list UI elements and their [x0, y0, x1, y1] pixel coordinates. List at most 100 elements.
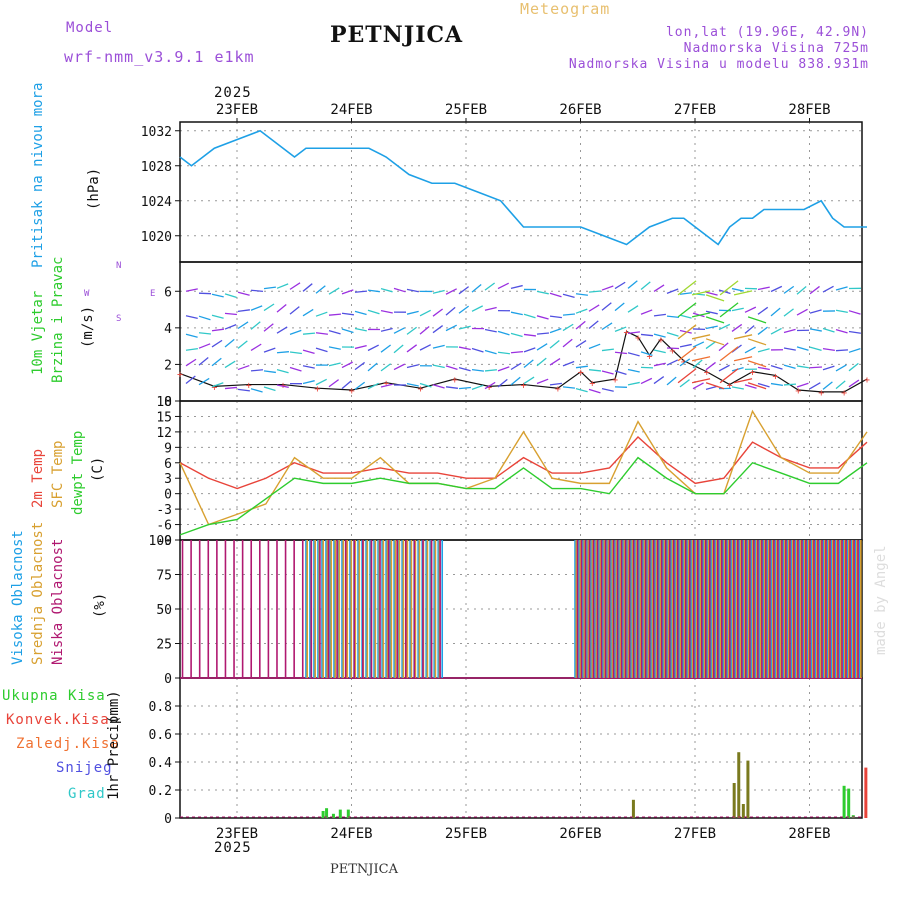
- wind-arrow: [341, 289, 354, 295]
- wind-marker: +: [669, 346, 675, 357]
- wind-arrow: [575, 388, 588, 393]
- wind-arrow: [770, 285, 783, 293]
- wind-arrow: [691, 356, 711, 362]
- wind-arrow: [614, 326, 627, 333]
- wind-arrow: [562, 313, 576, 316]
- wind-arrow: [809, 309, 822, 314]
- wind-arrow: [705, 361, 716, 371]
- wind-arrow: [809, 328, 822, 332]
- precip-bar: [331, 813, 335, 818]
- wind-arrow: [276, 303, 287, 313]
- wind-arrow: [733, 334, 753, 340]
- wind-arrow: [484, 306, 497, 311]
- wind-arrow: [719, 280, 739, 296]
- wind-arrow: [367, 289, 380, 293]
- wind-marker: +: [864, 375, 870, 386]
- ytick-label: 12: [156, 426, 172, 441]
- wind-arrow: [835, 380, 846, 390]
- panel-frame: [179, 677, 863, 819]
- wind-arrow: [562, 293, 575, 299]
- lonlat-label: lon,lat (19.96E, 42.9N): [665, 25, 869, 40]
- wind-arrow: [809, 382, 821, 390]
- wind-marker: +: [841, 388, 847, 399]
- wind-arrow: [848, 362, 859, 372]
- wind-arrow: [536, 290, 549, 295]
- precip-bar: [325, 808, 329, 818]
- wind-arrow: [588, 290, 602, 293]
- wind-speed-line: [179, 330, 868, 393]
- wind-arrow: [185, 375, 196, 384]
- wind-arrow: [328, 313, 342, 316]
- wind-arrow: [432, 289, 445, 294]
- wind-arrow: [770, 365, 783, 370]
- wind-arrow: [783, 347, 796, 351]
- wind-marker: +: [486, 382, 492, 393]
- wind-arrow: [185, 358, 197, 367]
- precip-bar: [746, 760, 750, 818]
- wind-arrow: [549, 327, 562, 334]
- wind-arrow: [614, 281, 626, 290]
- xtick-label-top: 26FEB: [559, 102, 601, 118]
- wind-arrow: [185, 315, 198, 319]
- wind-arrow: [445, 324, 458, 332]
- wind-arrow: [224, 293, 237, 299]
- wind-arrow: [302, 283, 313, 292]
- wind-arrow: [367, 382, 380, 390]
- wind-arrow: [731, 307, 744, 312]
- wind-arrow: [562, 360, 575, 367]
- ytick-label: 15: [156, 410, 172, 425]
- wind-arrow: [640, 351, 653, 357]
- wind-arrow: [263, 347, 276, 353]
- wind-arrow: [848, 348, 861, 353]
- wind-arrow: [471, 283, 482, 293]
- wind-arrow: [783, 383, 797, 386]
- wind-arrow: [315, 311, 328, 317]
- wind-arrow: [653, 362, 666, 367]
- wind-arrow: [627, 331, 640, 335]
- wind-arrow: [471, 384, 484, 390]
- wind-arrow: [653, 284, 665, 293]
- pressure-line: [179, 129, 867, 246]
- wind-arrow: [601, 388, 614, 392]
- wind-arrow: [445, 306, 456, 316]
- wind-marker: +: [578, 368, 584, 379]
- wind-arrow: [835, 364, 847, 372]
- wind-arrow: [328, 330, 341, 335]
- wind-arrow: [406, 288, 419, 293]
- wind-arrow: [354, 327, 367, 332]
- wind-arrow: [822, 365, 835, 371]
- wind-arrow: [211, 382, 224, 388]
- wind-arrow: [354, 381, 366, 390]
- wind-arrow: [237, 364, 250, 371]
- wind-arrow: [822, 381, 833, 390]
- wind-arrow: [393, 327, 405, 334]
- wind-arrow: [757, 366, 770, 371]
- wind-marker: +: [681, 357, 687, 368]
- wind-arrow: [562, 338, 573, 348]
- wind-arrow: [276, 326, 288, 334]
- precip-bar: [847, 788, 851, 818]
- wind-arrow: [224, 360, 236, 369]
- wind-arrow: [276, 351, 290, 354]
- wind-arrow: [731, 287, 744, 292]
- compass-n: N: [116, 261, 123, 271]
- wind-arrow: [835, 286, 848, 291]
- xtick-label-bottom: 23FEB: [216, 826, 258, 842]
- precip-bar: [732, 783, 736, 818]
- wind-arrow: [263, 323, 274, 332]
- wind-arrow: [627, 381, 640, 386]
- wind-arrow: [302, 380, 315, 385]
- wind-arrow: [523, 347, 536, 353]
- footer-station: PETNJICA: [330, 862, 398, 877]
- wind-arrow: [458, 386, 472, 390]
- wind-arrow: [445, 365, 458, 370]
- wind-marker: +: [818, 388, 824, 399]
- wind-arrow: [224, 338, 235, 348]
- temp-dewpt-line: [179, 456, 868, 536]
- wind-arrow: [691, 290, 711, 296]
- wind-arrow: [747, 360, 767, 368]
- wind-arrow: [677, 324, 697, 340]
- wind-arrow: [536, 332, 550, 335]
- compass-e: E: [150, 289, 157, 299]
